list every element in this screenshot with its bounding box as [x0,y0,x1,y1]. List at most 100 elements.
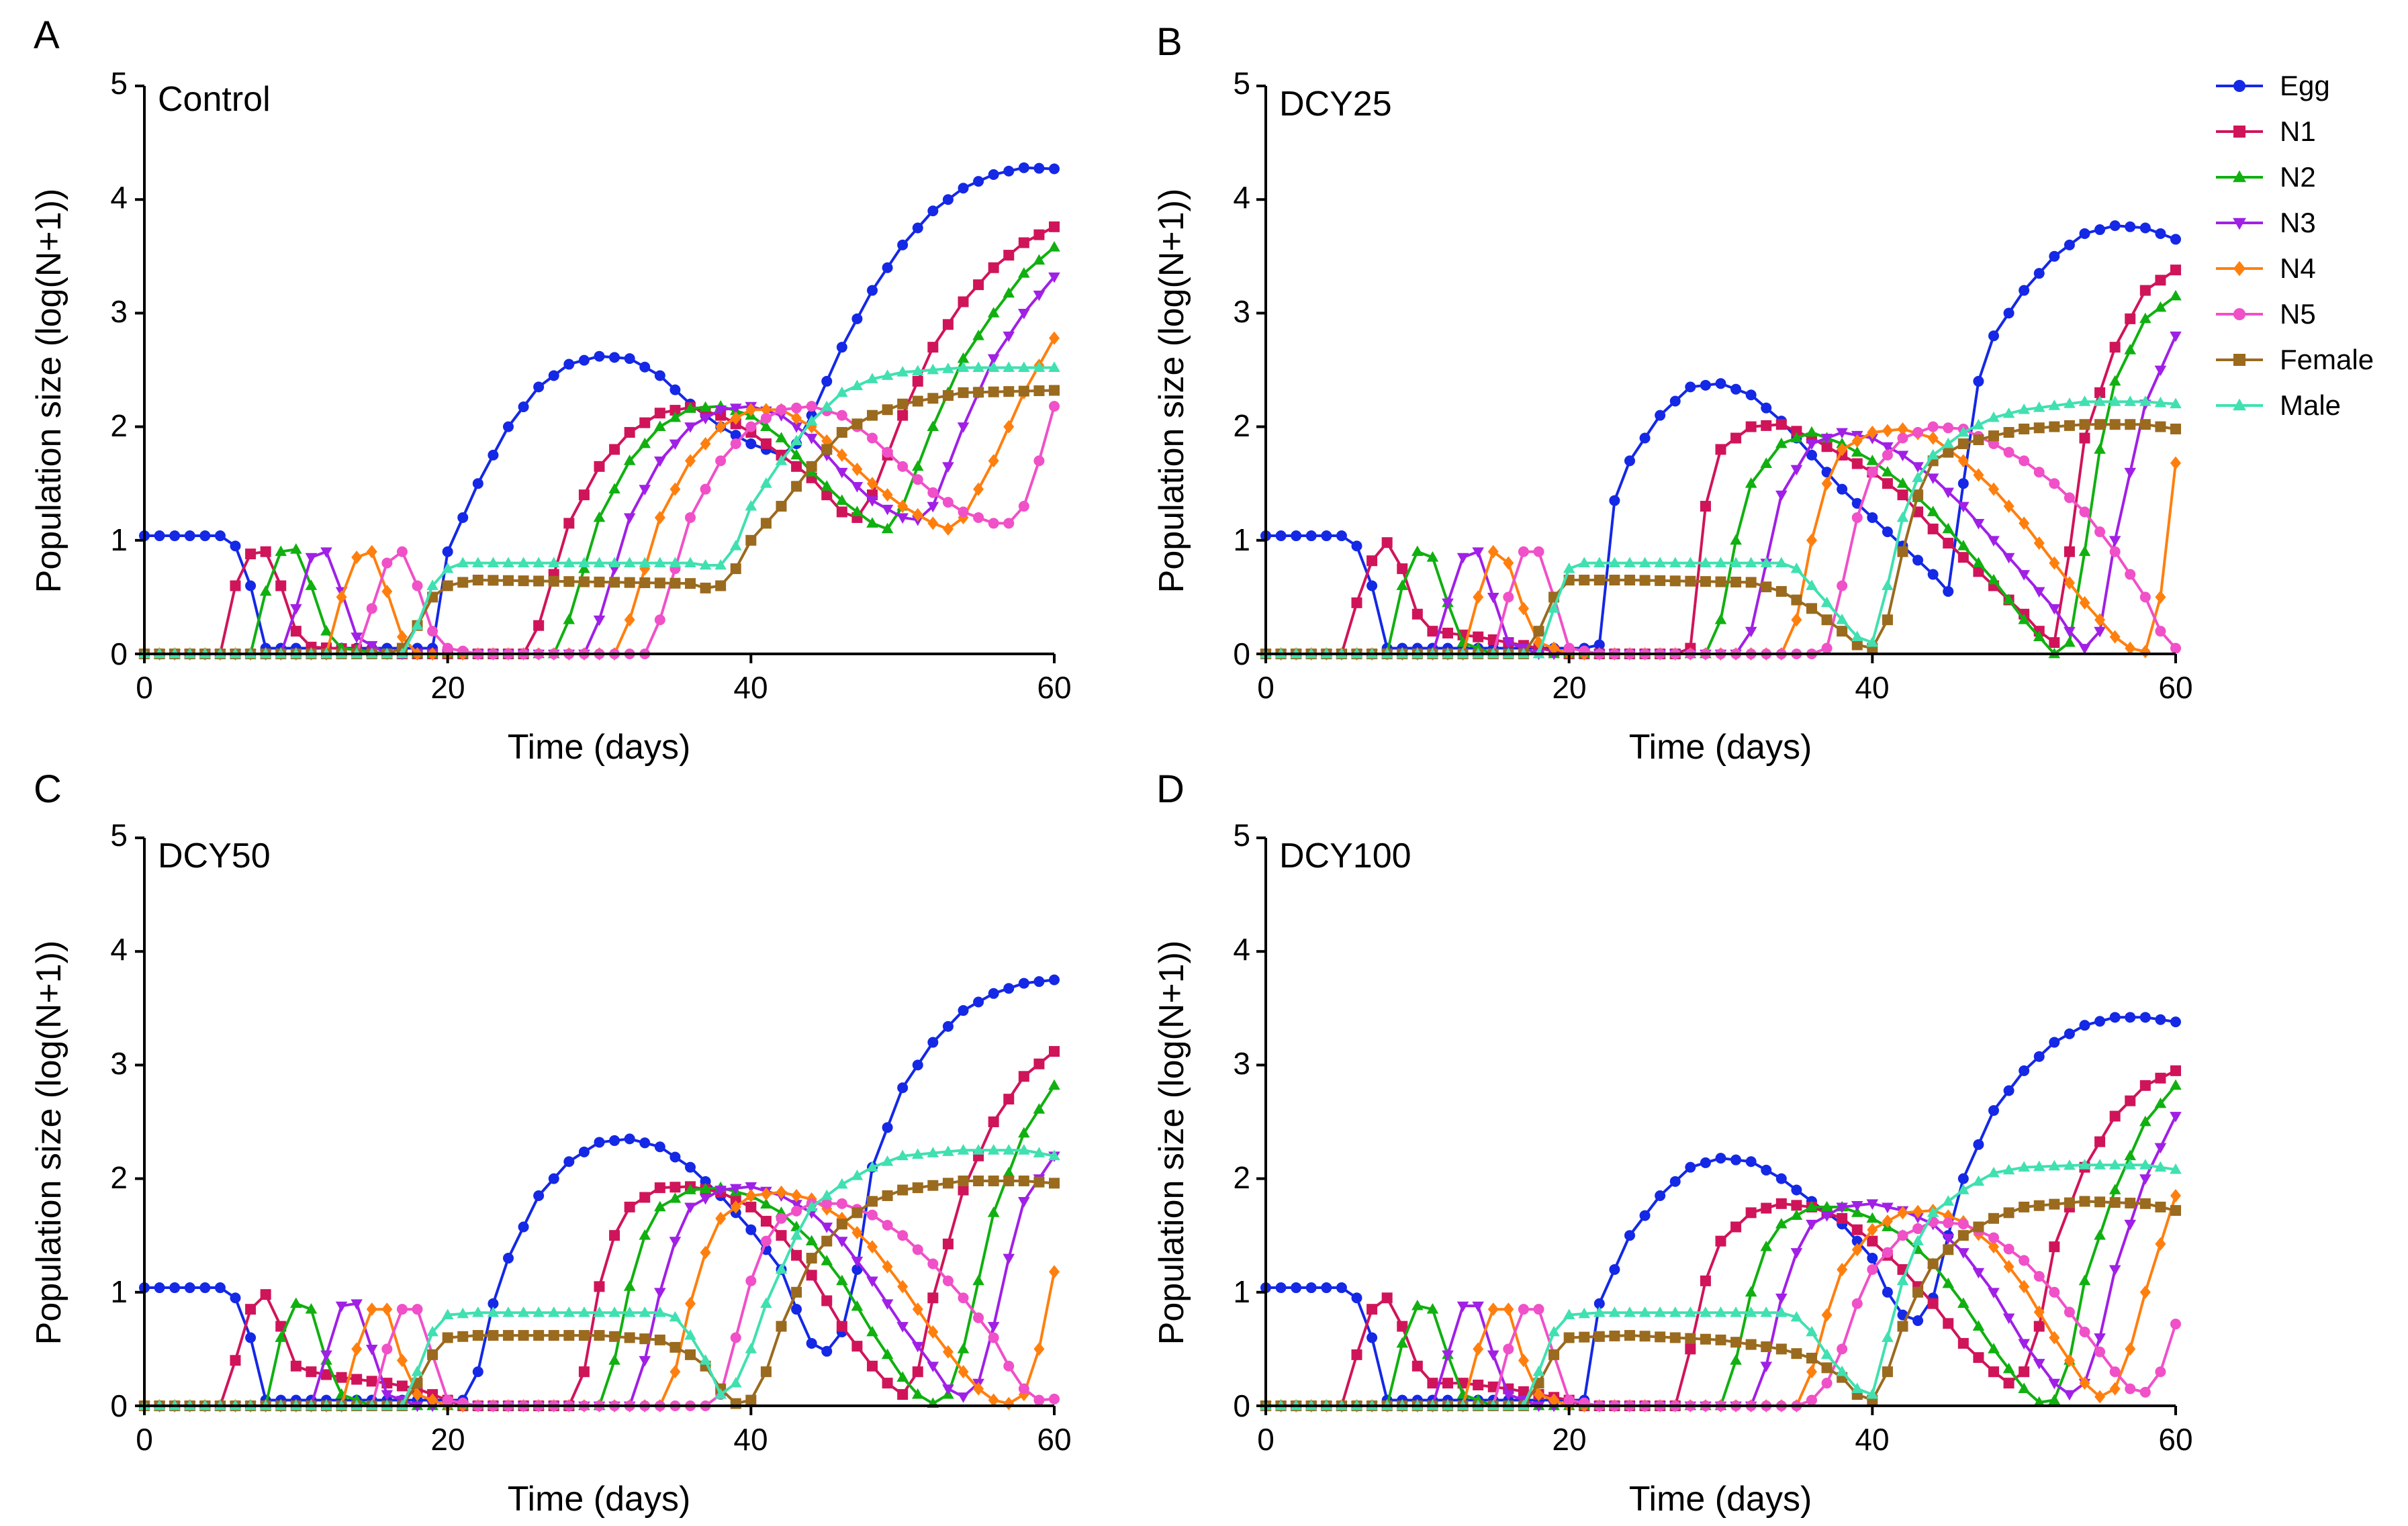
data-point-female [760,1366,772,1378]
data-point-egg [1018,162,1029,173]
data-point-n5 [1518,546,1529,557]
data-point-n1 [1381,1292,1393,1304]
data-point-male [714,559,727,570]
data-point-egg [1761,402,1772,414]
data-point-male [2078,395,2091,406]
data-point-n2 [927,420,939,431]
data-point-male [1760,557,1773,568]
data-point-n4 [1503,556,1514,570]
data-point-n3 [836,1237,848,1247]
data-point-n3 [1988,536,2000,546]
data-point-egg [214,1282,226,1294]
data-point-n5 [1563,1394,1575,1406]
data-point-n5 [760,1235,772,1247]
data-point-female [1821,614,1833,626]
data-point-male [942,1145,954,1156]
data-point-n3 [851,1256,864,1268]
data-point-n2 [654,1200,666,1212]
data-point-n4 [2109,1382,2121,1396]
data-point-female [1775,585,1787,597]
data-point-n2 [608,1354,620,1365]
data-point-female [2155,421,2166,432]
series-n2 [138,1079,1060,1411]
data-point-male [699,1354,712,1365]
data-point-n4 [685,454,696,468]
data-point-n4 [1897,422,1908,436]
legend-label: N3 [2280,207,2316,238]
data-point-male [639,1306,651,1317]
data-point-egg [1351,540,1362,552]
data-point-female [457,1331,469,1342]
data-point-male [1927,448,1939,460]
data-point-female [2003,1207,2015,1219]
data-point-male [2033,1160,2045,1172]
data-point-male [2033,401,2045,412]
data-point-male [2002,407,2015,418]
data-point-n4 [882,1259,893,1274]
series-line-n4 [1266,1195,2177,1407]
data-point-male [1018,1144,1030,1155]
data-point-egg [578,1146,590,1157]
data-point-n2 [911,1388,924,1399]
data-point-female [851,1207,863,1219]
data-point-female [882,1190,893,1201]
data-point-n4 [427,1393,438,1407]
data-point-egg [1851,1235,1863,1247]
data-point-female [1655,1331,1666,1343]
data-point-n4 [988,1393,999,1407]
data-point-n4 [2033,536,2045,551]
data-point-n3 [1487,1350,1499,1362]
data-point-female [1957,1230,1969,1241]
data-point-n2 [821,1255,833,1266]
data-point-n5 [2155,626,2166,637]
legend-swatch-n5 [2216,308,2263,320]
legend-marker [2233,80,2245,92]
data-point-n1 [1882,478,1893,489]
x-axis-title: Time (days) [508,728,691,767]
data-point-n2 [1396,579,1409,590]
data-point-n1 [942,1238,954,1249]
panel-label-b: DCY25 [1279,85,1392,124]
data-point-n1 [1442,1378,1453,1389]
y-tick-label: 4 [1233,180,1250,215]
data-point-n5 [1821,1378,1833,1389]
data-point-egg [821,1345,833,1357]
data-point-n5 [2019,455,2030,467]
data-point-male [2154,1161,2167,1172]
data-point-n5 [958,506,969,518]
data-point-egg [745,438,757,449]
data-point-n5 [973,512,984,523]
data-point-n5 [1003,1360,1015,1372]
y-axis-ticks: 0 1 2 3 4 5 [110,818,128,1423]
data-point-n1 [1851,1224,1863,1235]
data-point-n2 [790,448,802,460]
data-point-n3 [851,482,864,493]
data-point-female [1003,386,1015,397]
data-point-male [2124,395,2137,406]
data-point-male [866,373,878,383]
data-point-n3 [2109,536,2121,546]
data-point-n1 [245,549,257,560]
data-point-n2 [699,1182,712,1194]
data-point-female [2033,1200,2045,1211]
data-point-male [2109,1159,2121,1170]
data-point-n4 [2125,641,2136,655]
data-point-n1 [2094,387,2106,398]
data-point-male [593,1306,606,1317]
data-point-female [958,387,969,398]
data-point-n1 [245,1304,257,1315]
data-point-n2 [593,511,606,522]
data-point-n2 [1942,522,1955,534]
data-point-n4 [1851,434,1863,448]
data-point-male [805,414,818,426]
x-tick-label: 60 [1037,1422,1071,1457]
data-point-male [654,557,666,568]
data-point-n1 [563,518,575,529]
data-point-egg [897,1082,909,1094]
data-point-n3 [729,1184,742,1195]
data-point-male [836,386,848,397]
data-point-n3 [1760,1362,1773,1372]
data-point-egg [836,342,847,353]
data-point-male [1972,418,1985,430]
data-point-egg [2019,285,2030,296]
